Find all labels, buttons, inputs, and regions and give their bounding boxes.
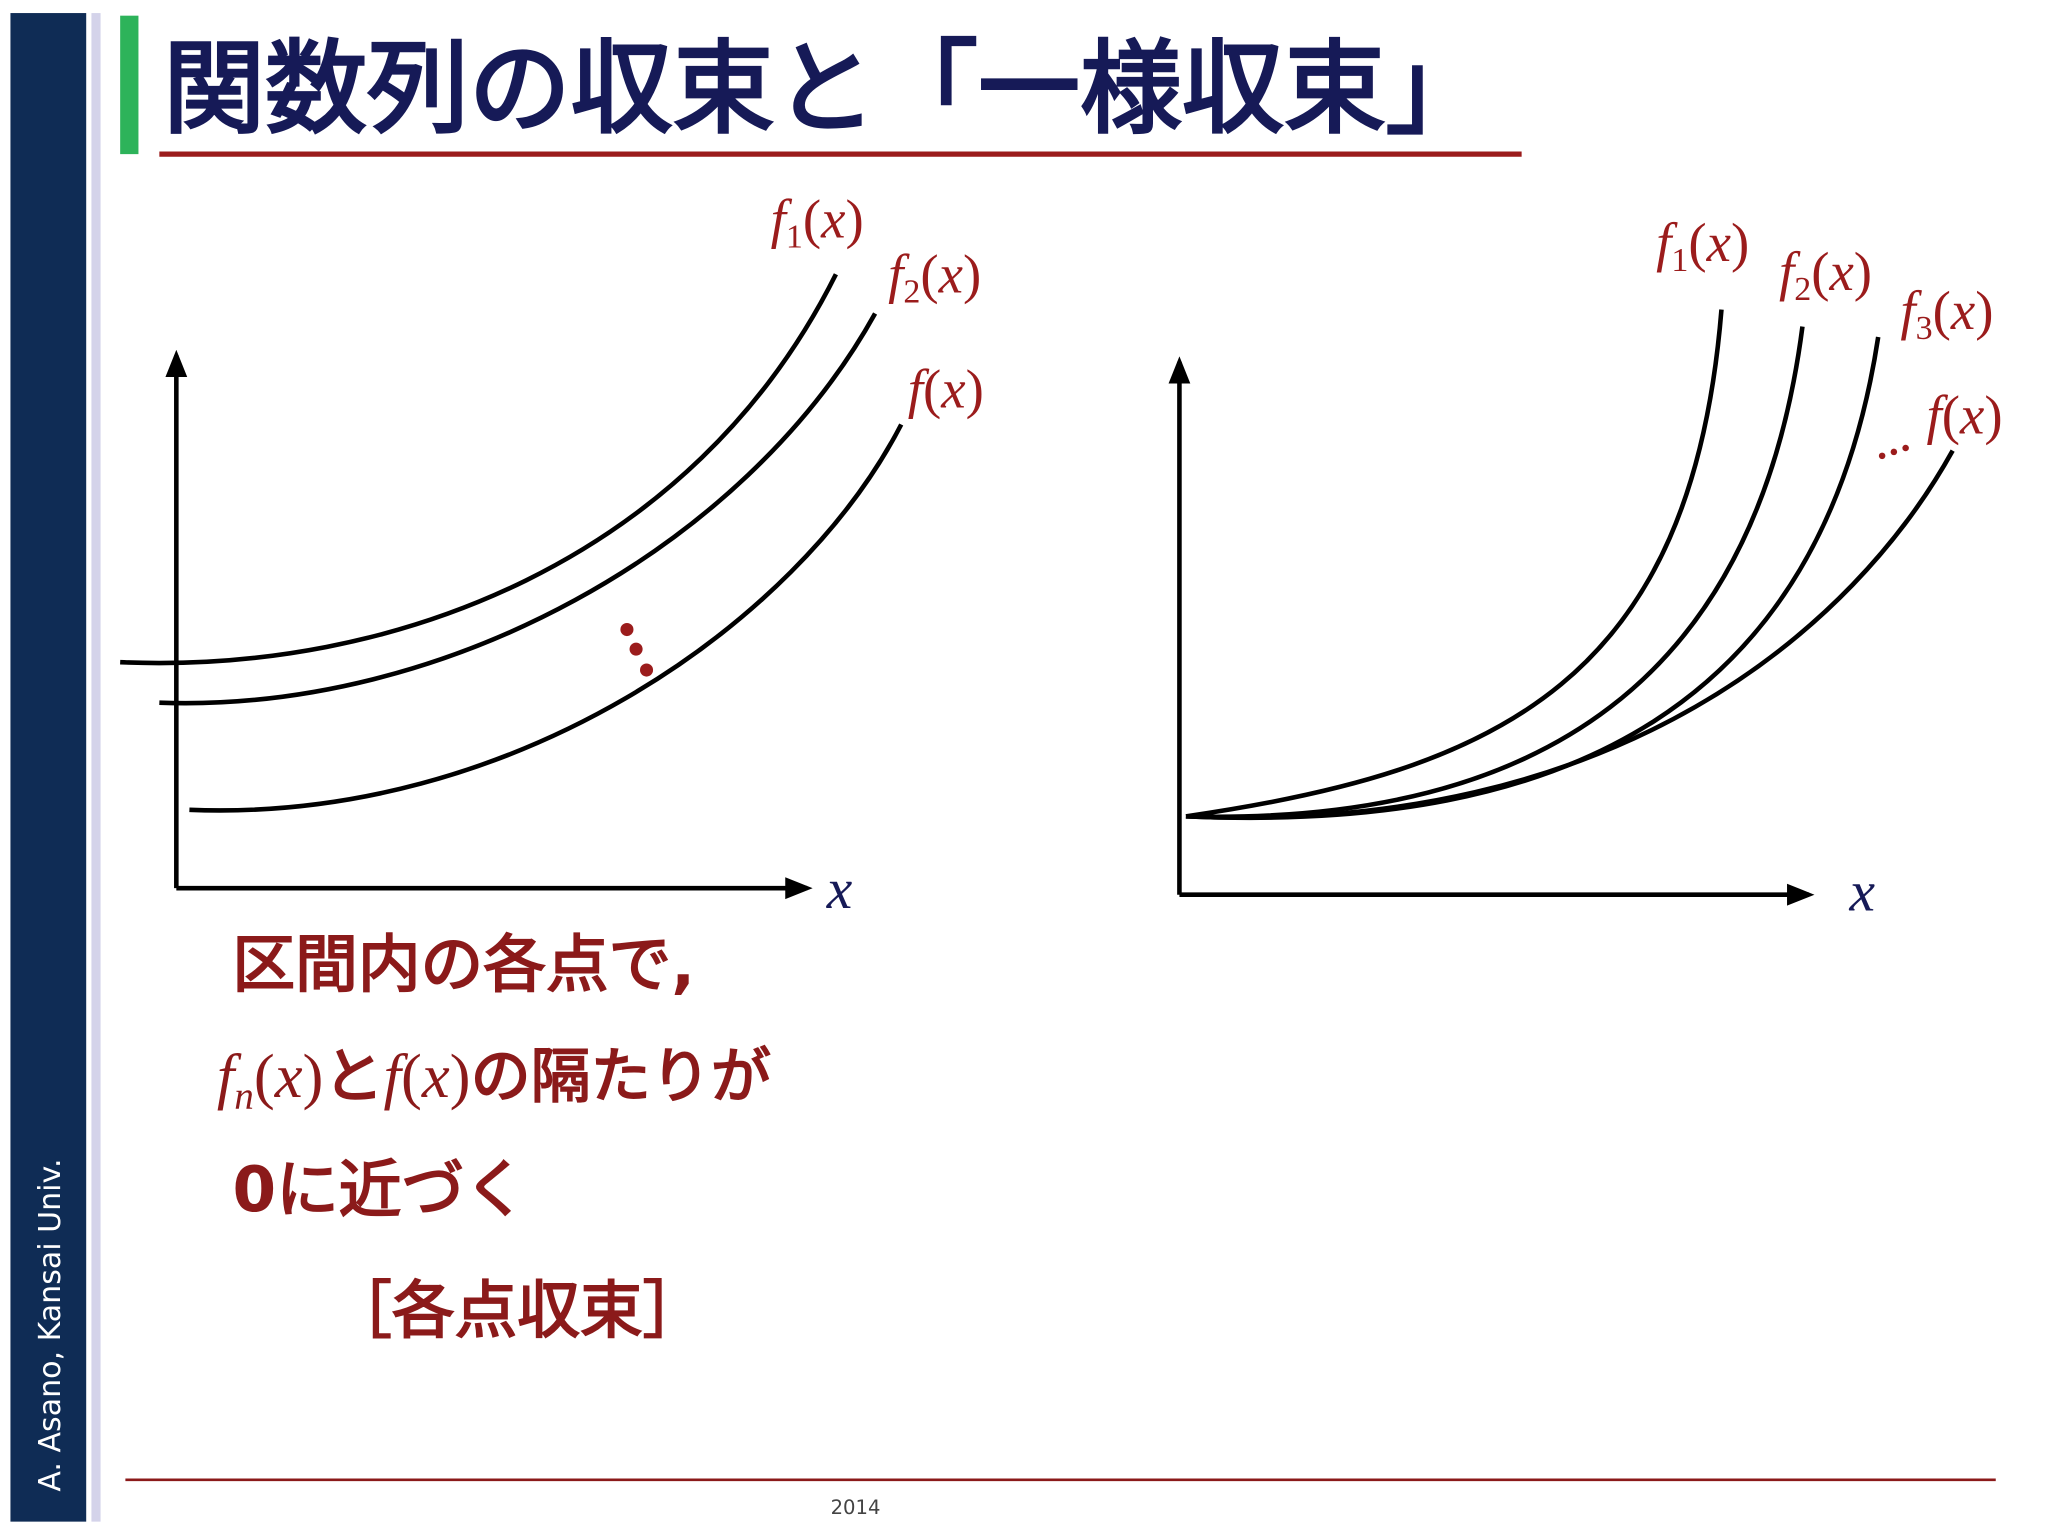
ellipsis-dot [640,663,654,677]
label-paren: ) [1975,280,1993,341]
note-segment: ( [401,1041,422,1111]
curve-label: f2(x) [888,244,981,311]
curve [1185,309,1724,819]
note-line: ［各点収束］ [329,1274,705,1347]
note-segment: の隔たりが [471,1042,771,1112]
curve-label: f3(x) [1900,280,1993,347]
curve [189,423,904,813]
label-variable: x [940,359,965,420]
curve-label: f1(x) [771,189,864,256]
label-variable: x [1828,241,1853,302]
label-paren: ) [1854,241,1872,302]
x-axis-label: x [1848,860,1875,923]
label-subscript: 3 [1916,310,1933,347]
note-segment: ( [254,1041,275,1111]
sidebar [10,13,87,1522]
label-paren: ) [966,359,984,420]
right-figure: x [1168,309,1955,923]
label-subscript: 2 [1794,271,1811,308]
ellipsis-dot [1878,452,1886,460]
ellipsis-dot [1902,444,1909,452]
label-paren: ) [1731,212,1749,273]
curve [1185,449,1955,820]
ellipsis-dot [620,623,634,637]
title-accent [120,15,139,155]
label-paren: ) [963,244,981,305]
curve-label: f1(x) [1656,212,1749,279]
label-paren: ( [803,189,821,250]
curve [1185,336,1881,821]
curve-label: f(x) [908,359,984,420]
author: A. Asano, Kansai Univ. [33,1158,68,1491]
label-variable: x [820,189,845,250]
curve [159,312,878,706]
ellipsis-dot [629,642,643,656]
sidebar-strip [91,13,101,1522]
ellipsis-dot [1890,448,1898,456]
label-subscript: 1 [786,219,803,256]
note-segment: x [421,1041,450,1111]
label-subscript: 2 [903,273,920,310]
title: 関数列の収束と「一様収束」 [163,30,1487,149]
label-paren: ( [920,244,938,305]
curve [1185,326,1805,820]
curve-label: f2(x) [1779,241,1872,308]
label-paren: ( [1942,385,1960,446]
footer-year: 2014 [831,1496,881,1519]
note: 区間内の各点で, fn(x)とf(x)の隔たりが 0に近づく ［各点収束］ [217,928,771,1347]
label-paren: ) [845,189,863,250]
label-variable: x [938,244,963,305]
note-segment: と [323,1042,383,1112]
curve-labels: f1(x) f2(x) f(x) f1(x) f2(x) f3(x) f(x) [771,189,2003,446]
label-paren: ) [1984,385,2002,446]
note-segment: ) [450,1041,471,1111]
curve-label: f(x) [1927,385,2003,446]
note-segment: ) [303,1041,324,1111]
label-subscript: 1 [1671,242,1688,279]
note-line: 区間内の各点で, [232,928,695,1001]
label-paren: ( [1688,212,1706,273]
left-figure: x [120,273,904,921]
label-paren: ( [1933,280,1951,341]
note-segment: x [274,1041,303,1111]
note-line: 0に近づく [232,1153,526,1226]
label-paren: ( [1811,241,1829,302]
note-segment: n [234,1075,254,1118]
label-paren: ( [923,359,941,420]
note-line: fn(x)とf(x)の隔たりが [217,1041,771,1118]
label-variable: x [1959,385,1984,446]
label-variable: x [1950,280,1975,341]
curve [120,273,838,666]
x-axis-label: x [826,858,853,921]
label-variable: x [1706,212,1731,273]
